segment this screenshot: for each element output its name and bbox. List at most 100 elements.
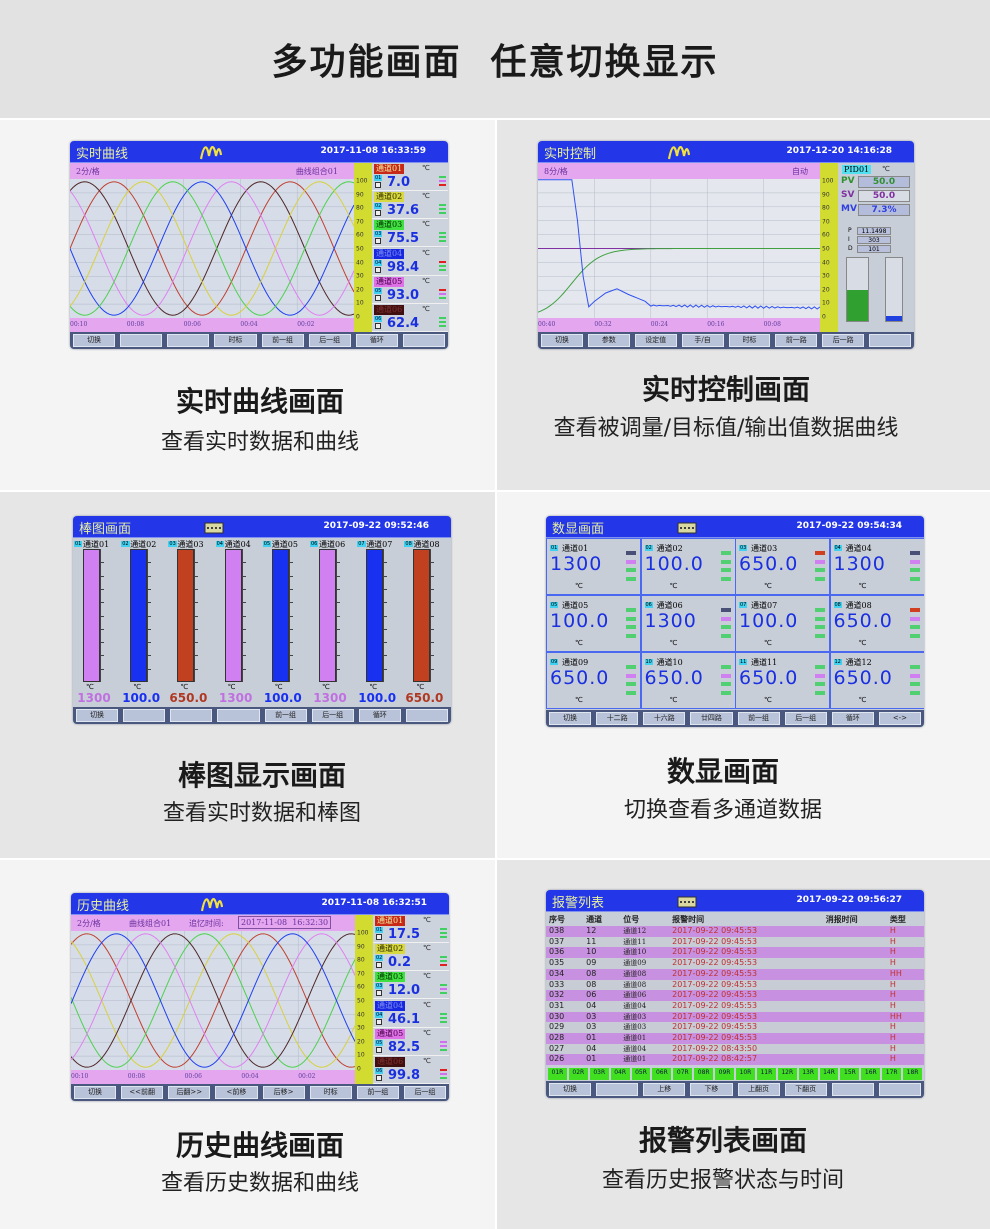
digital-cell[interactable]: 09 通道09 650.0 ℃ [546, 652, 641, 709]
softkey-button[interactable]: <<前翻 [121, 1086, 164, 1099]
channel-checkbox[interactable] [376, 962, 382, 969]
softkey-button[interactable]: 下移 [690, 1083, 733, 1096]
recall-time-field[interactable]: 2017-11-08 16:32:30 [238, 916, 332, 929]
channel-row[interactable]: 通道04 ℃ 04 46.1 [373, 999, 449, 1028]
softkey-button[interactable]: 十六路 [643, 712, 686, 725]
softkey-button[interactable] [596, 1083, 639, 1096]
alarm-row[interactable]: 033 08 通道08 2017-09-22 09:45:53 H [546, 979, 924, 991]
softkey-button[interactable]: 切换 [549, 712, 592, 725]
softkey-button[interactable] [120, 334, 163, 347]
alarm-row[interactable]: 038 12 通道12 2017-09-22 09:45:53 H [546, 926, 924, 937]
digital-cell[interactable]: 04 通道04 1300 ℃ [829, 538, 924, 595]
softkey-button[interactable]: 切换 [76, 709, 119, 722]
channel-checkbox[interactable] [375, 266, 381, 273]
bar-channel[interactable]: 05 通道05 ℃ 100.0 [262, 538, 309, 707]
bar-channel[interactable]: 01 通道01 ℃ 1300 [73, 538, 120, 707]
softkey-button[interactable]: 上移 [643, 1083, 686, 1096]
softkey-button[interactable]: 设定值 [634, 334, 677, 347]
channel-row[interactable]: 通道02 ℃ 02 0.2 [373, 943, 449, 972]
channel-checkbox[interactable] [375, 210, 381, 217]
pid-param-value[interactable]: 101 [857, 245, 891, 253]
channel-checkbox[interactable] [376, 990, 382, 997]
channel-checkbox[interactable] [375, 323, 381, 329]
channel-row[interactable]: 通道03 ℃ 03 75.5 [372, 219, 448, 248]
digital-cell[interactable]: 05 通道05 100.0 ℃ [546, 595, 641, 652]
softkey-button[interactable]: <-> [878, 712, 921, 725]
softkey-button[interactable] [831, 1083, 874, 1096]
channel-checkbox[interactable] [376, 1018, 382, 1025]
bar-channel[interactable]: 03 通道03 ℃ 650.0 [167, 538, 214, 707]
digital-cell[interactable]: 06 通道06 1300 ℃ [640, 595, 736, 652]
softkey-button[interactable]: 时标 [728, 334, 771, 347]
softkey-button[interactable] [167, 334, 210, 347]
digital-cell[interactable]: 12 通道12 650.0 ℃ [829, 652, 924, 709]
alarm-row[interactable]: 032 06 通道06 2017-09-22 09:45:53 H [546, 990, 924, 1001]
alarm-row[interactable]: 034 08 通道08 2017-09-22 09:45:53 HH [546, 968, 924, 980]
softkey-button[interactable]: <前移 [215, 1086, 258, 1099]
bar-channel[interactable]: 07 通道07 ℃ 100.0 [356, 538, 403, 707]
bar-channel[interactable]: 06 通道06 ℃ 1300 [309, 538, 356, 707]
softkey-button[interactable]: 前一组 [261, 334, 304, 347]
alarm-row[interactable]: 037 11 通道11 2017-09-22 09:45:53 H [546, 936, 924, 948]
channel-checkbox[interactable] [375, 238, 381, 245]
softkey-button[interactable]: 前一组 [356, 1086, 399, 1099]
channel-checkbox[interactable] [375, 294, 381, 301]
channel-row[interactable]: 通道06 ℃ 06 99.8 [373, 1056, 449, 1084]
softkey-button[interactable]: 前一组 [737, 712, 780, 725]
channel-row[interactable]: 通道01 ℃ 01 7.0 [372, 163, 448, 191]
digital-cell[interactable]: 01 通道01 1300 ℃ [546, 538, 641, 595]
channel-checkbox[interactable] [376, 1075, 382, 1081]
softkey-button[interactable]: 前一路 [775, 334, 818, 347]
softkey-button[interactable] [405, 709, 448, 722]
softkey-button[interactable]: 后移> [262, 1086, 305, 1099]
digital-cell[interactable]: 07 通道07 100.0 ℃ [735, 595, 830, 652]
channel-checkbox[interactable] [376, 1046, 382, 1053]
softkey-button[interactable] [878, 1083, 921, 1096]
softkey-button[interactable]: 切换 [541, 334, 583, 347]
softkey-button[interactable]: 循环 [355, 334, 398, 347]
softkey-button[interactable]: 廿四路 [690, 712, 733, 725]
digital-cell[interactable]: 10 通道10 650.0 ℃ [640, 652, 736, 709]
bar-channel[interactable]: 02 通道02 ℃ 100.0 [120, 538, 167, 707]
channel-row[interactable]: 通道05 ℃ 05 93.0 [372, 275, 448, 304]
softkey-button[interactable]: 时标 [214, 334, 257, 347]
softkey-button[interactable]: 后一组 [403, 1086, 446, 1099]
softkey-button[interactable]: 循环 [831, 712, 874, 725]
softkey-button[interactable]: 下翻页 [784, 1083, 827, 1096]
alarm-row[interactable]: 036 10 通道10 2017-09-22 09:45:53 H [546, 947, 924, 959]
softkey-button[interactable]: 切换 [73, 334, 116, 347]
channel-row[interactable]: 通道02 ℃ 02 37.6 [372, 191, 448, 220]
softkey-button[interactable]: 十二路 [596, 712, 639, 725]
softkey-button[interactable] [869, 334, 911, 347]
channel-row[interactable]: 通道03 ℃ 03 12.0 [373, 971, 449, 1000]
alarm-row[interactable]: 028 01 通道01 2017-09-22 09:45:53 H [546, 1033, 924, 1044]
digital-cell[interactable]: 03 通道03 650.0 ℃ [735, 538, 830, 595]
channel-row[interactable]: 通道06 ℃ 06 62.4 [372, 304, 448, 332]
softkey-button[interactable] [402, 334, 445, 347]
softkey-button[interactable] [170, 709, 213, 722]
alarm-row[interactable]: 035 09 通道09 2017-09-22 09:45:53 H [546, 958, 924, 969]
softkey-button[interactable]: 前一组 [264, 709, 307, 722]
pid-param-value[interactable]: 11.1498 [857, 227, 891, 235]
alarm-row[interactable]: 027 04 通道04 2017-09-22 08:43:50 H [546, 1043, 924, 1055]
alarm-row[interactable]: 026 01 通道01 2017-09-22 08:42:57 H [546, 1054, 924, 1066]
pid-param-value[interactable]: 303 [857, 236, 891, 244]
sv-value-field[interactable]: 50.0 [858, 190, 910, 202]
digital-cell[interactable]: 02 通道02 100.0 ℃ [640, 538, 736, 595]
softkey-button[interactable]: 后翻>> [168, 1086, 211, 1099]
channel-checkbox[interactable] [375, 182, 381, 188]
softkey-button[interactable]: 时标 [309, 1086, 352, 1099]
channel-row[interactable]: 通道05 ℃ 05 82.5 [373, 1027, 449, 1056]
digital-cell[interactable]: 11 通道11 650.0 ℃ [735, 652, 830, 709]
channel-row[interactable]: 通道01 ℃ 01 17.5 [373, 915, 449, 943]
softkey-button[interactable]: 上翻页 [737, 1083, 780, 1096]
bar-channel[interactable]: 04 通道04 ℃ 1300 [215, 538, 262, 707]
softkey-button[interactable]: 后一路 [822, 334, 865, 347]
bar-channel[interactable]: 08 通道08 ℃ 650.0 [403, 538, 450, 707]
softkey-button[interactable] [123, 709, 166, 722]
softkey-button[interactable]: 手/自 [681, 334, 724, 347]
channel-checkbox[interactable] [376, 934, 382, 940]
softkey-button[interactable]: 切换 [549, 1083, 592, 1096]
softkey-button[interactable]: 循环 [358, 709, 401, 722]
softkey-button[interactable]: 后一组 [311, 709, 354, 722]
